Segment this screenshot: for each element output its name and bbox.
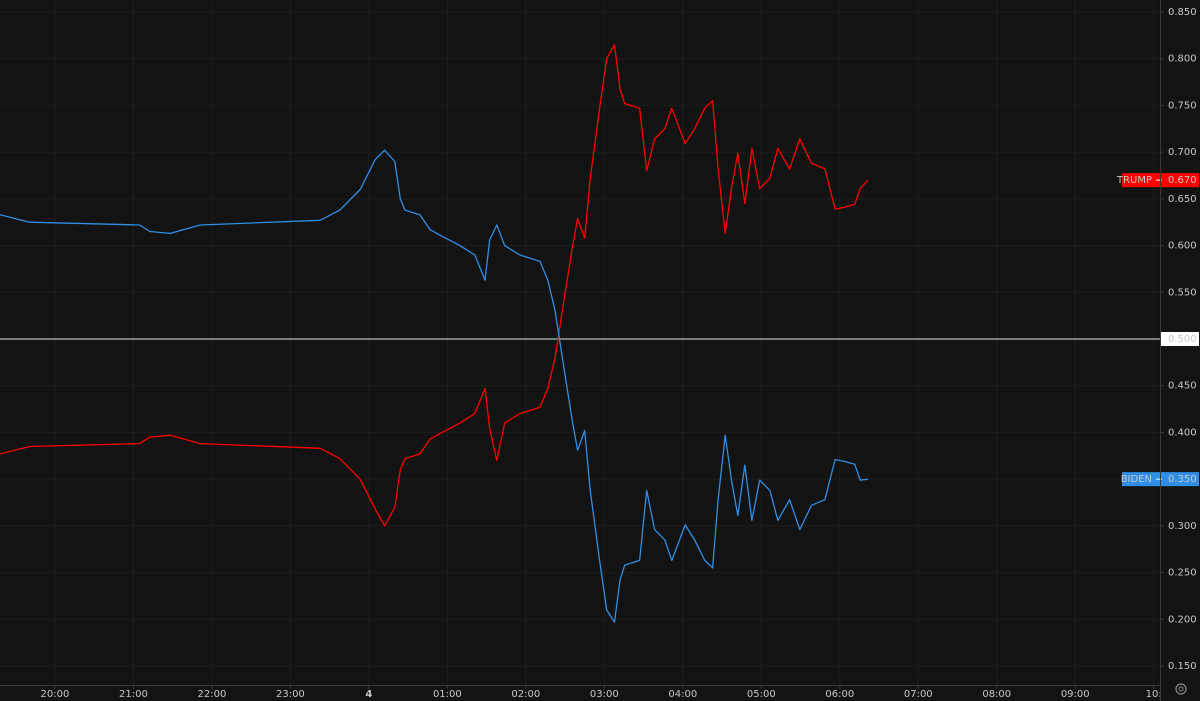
x-tick-label: 08:00	[982, 689, 1011, 700]
x-tick-label: 03:00	[590, 689, 619, 700]
x-tick-label: 02:00	[511, 689, 540, 700]
x-tick-label: 04:00	[668, 689, 697, 700]
y-tick-label: 0.300	[1168, 521, 1197, 532]
x-tick-label: 21:00	[119, 689, 148, 700]
x-tick-label: 06:00	[825, 689, 854, 700]
y-tick-label: 0.700	[1168, 147, 1197, 158]
x-tick-label: 4	[365, 689, 372, 700]
y-tick-label: 0.750	[1168, 100, 1197, 111]
badge-value: 0.350	[1168, 474, 1197, 485]
y-tick-label: 0.500	[1168, 334, 1197, 345]
x-tick-label: 01:00	[433, 689, 462, 700]
x-tick-label: 10:	[1146, 689, 1162, 700]
last-value-badge: BIDEN 0.350	[1121, 472, 1199, 487]
reference-label-box	[1161, 331, 1199, 346]
x-tick-label: 09:00	[1061, 689, 1090, 700]
y-tick-label: 0.850	[1168, 7, 1197, 18]
legend-label: TRUMP	[1116, 175, 1152, 186]
y-tick-label: 0.150	[1168, 661, 1197, 672]
y-tick-label: 0.200	[1168, 614, 1197, 625]
x-tick-label: 07:00	[904, 689, 933, 700]
y-tick-label: 0.400	[1168, 427, 1197, 438]
last-value-badge: TRUMP 0.670	[1116, 173, 1199, 188]
plot-area	[0, 0, 1160, 685]
series-line	[0, 44, 869, 527]
y-tick-label: 0.800	[1168, 54, 1197, 65]
settings-icon[interactable]	[1175, 683, 1187, 695]
y-tick-label: 0.600	[1168, 241, 1197, 252]
legend-label: BIDEN	[1121, 474, 1152, 485]
y-tick-label: 0.450	[1168, 381, 1197, 392]
x-tick-label: 05:00	[747, 689, 776, 700]
x-tick-label: 22:00	[197, 689, 226, 700]
x-tick-label: 23:00	[276, 689, 305, 700]
y-tick-label: 0.250	[1168, 568, 1197, 579]
badge-value: 0.670	[1168, 175, 1197, 186]
series-line	[0, 149, 869, 623]
x-tick-label: 20:00	[41, 689, 70, 700]
y-tick-label: 0.550	[1168, 287, 1197, 298]
y-tick-label: 0.650	[1168, 194, 1197, 205]
